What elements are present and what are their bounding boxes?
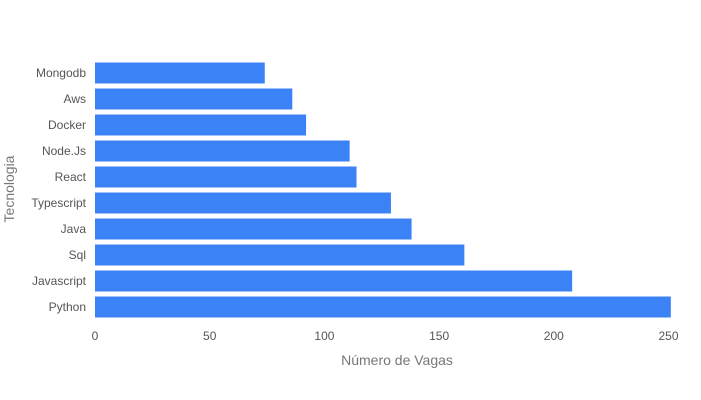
y-tick-label: Mongodb [36,66,86,80]
x-tick-label: 250 [659,329,679,343]
bar-aws [95,88,293,110]
y-axis-ticks: Mongodb Aws Docker Node.Js React Typescript Ja… [31,66,86,314]
bar-java [95,218,412,240]
bar-typescript [95,192,391,214]
bar-react [95,166,357,188]
x-tick-label: 150 [429,329,449,343]
y-axis-title: Tecnologia [1,155,17,222]
x-tick-label: 100 [314,329,334,343]
bar-node-js [95,140,350,162]
y-tick-label: Java [61,222,87,236]
bar-sql [95,244,465,266]
bar-mongodb [95,62,265,84]
y-tick-label: Sql [69,248,86,262]
x-axis-title: Número de Vagas [341,352,453,368]
bars-layer [95,62,671,318]
y-tick-label: Typescript [31,196,86,210]
y-tick-label: Aws [64,92,86,106]
y-tick-label: Javascript [32,274,87,288]
x-tick-label: 200 [544,329,564,343]
y-tick-label: Docker [48,118,86,132]
bar-docker [95,114,307,136]
y-tick-label: React [55,170,87,184]
y-tick-label: Node.Js [42,144,86,158]
x-tick-label: 50 [203,329,217,343]
x-tick-label: 0 [92,329,99,343]
bar-javascript [95,270,573,292]
y-tick-label: Python [49,300,86,314]
x-axis-ticks: 0 50 100 150 200 250 [92,329,679,343]
bar-python [95,296,671,318]
